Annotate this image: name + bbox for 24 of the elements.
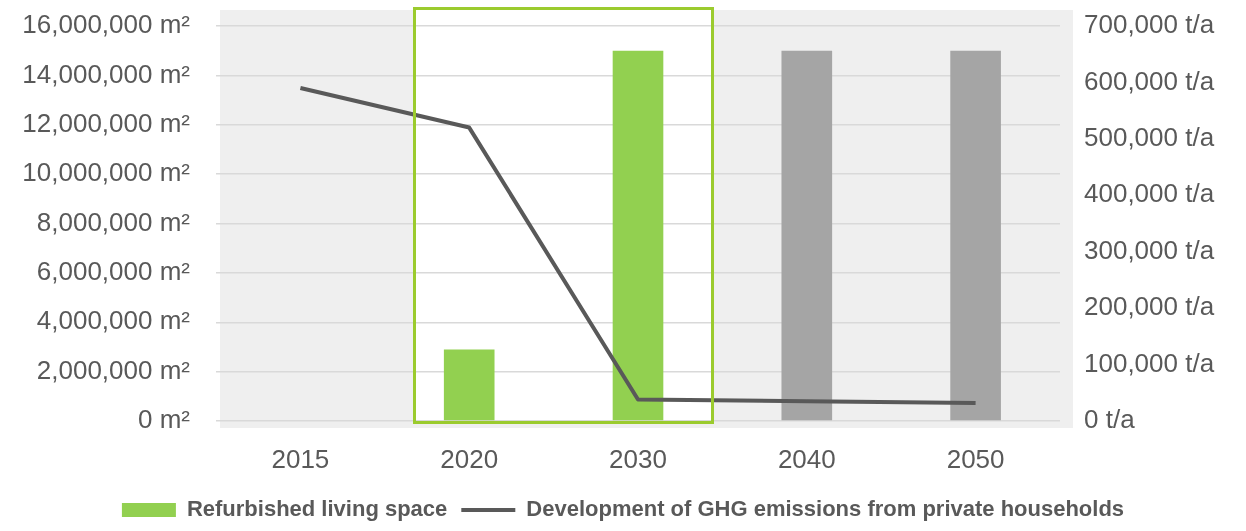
y2-tick-label: 100,000 t/a: [1084, 347, 1215, 378]
y-tick-label: 16,000,000 m²: [22, 9, 191, 40]
y2-tick-label: 0 t/a: [1084, 404, 1136, 435]
y2-tick-label: 200,000 t/a: [1084, 291, 1215, 322]
y2-tick-label: 500,000 t/a: [1084, 122, 1215, 153]
y-tick-label: 0 m²: [138, 404, 191, 435]
legend-label: Development of GHG emissions from private households: [526, 496, 1125, 522]
x-tick-label: 2015: [271, 443, 330, 474]
legend-label: Refurbished living space: [186, 496, 448, 522]
x-tick-label: 2040: [777, 443, 836, 474]
y2-tick-label: 700,000 t/a: [1084, 9, 1215, 40]
x-tick-label: 2050: [946, 443, 1005, 474]
x-tick-label: 2020: [440, 443, 499, 474]
y-tick-label: 12,000,000 m²: [22, 107, 191, 138]
x-tick-label: 2030: [609, 443, 667, 474]
y-tick-label: 8,000,000 m²: [36, 206, 191, 237]
y-tick-label: 10,000,000 m²: [22, 157, 191, 188]
y-tick-label: 4,000,000 m²: [36, 305, 191, 336]
y-tick-label: 6,000,000 m²: [36, 256, 191, 287]
y-tick-label: 2,000,000 m²: [36, 354, 191, 385]
y2-tick-label: 400,000 t/a: [1084, 178, 1215, 209]
y2-tick-label: 300,000 t/a: [1084, 234, 1215, 265]
y2-tick-label: 600,000 t/a: [1084, 65, 1215, 96]
y-tick-label: 14,000,000 m²: [22, 58, 191, 89]
